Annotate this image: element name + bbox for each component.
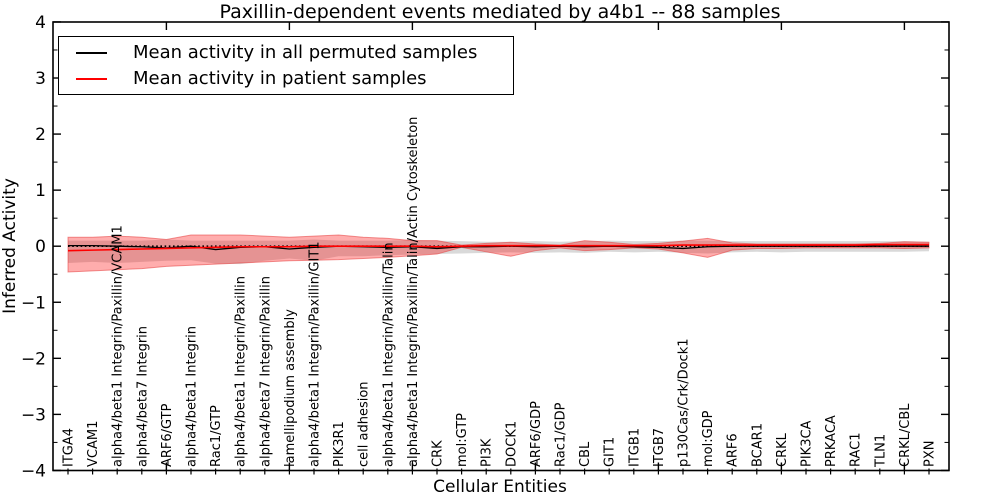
x-entity-label: PIK3R1 bbox=[332, 421, 347, 467]
x-entity-label: alpha4/beta7 Integrin/Paxillin bbox=[258, 276, 273, 467]
x-entity-label: PIK3CA bbox=[800, 420, 815, 467]
x-entity-label: Rac1/GDP bbox=[554, 402, 569, 467]
legend: Mean activity in all permuted samples Me… bbox=[58, 36, 514, 95]
x-entity-label: alpha4/beta1 Integrin/Paxillin/VCAM1 bbox=[111, 225, 126, 467]
x-entity-label: DOCK1 bbox=[504, 421, 519, 467]
x-entity-label: CBL bbox=[578, 441, 593, 467]
x-entity-label: mol:GTP bbox=[455, 413, 470, 467]
x-entity-label: CRK bbox=[431, 440, 446, 467]
y-tick-label: 3 bbox=[35, 69, 46, 89]
y-tick-label: −1 bbox=[21, 293, 46, 313]
y-tick-label: −4 bbox=[21, 461, 46, 481]
x-entity-label: PRKACA bbox=[824, 415, 839, 467]
x-entity-label: alpha4/beta1 Integrin/Paxillin/GIT1 bbox=[308, 241, 323, 467]
legend-entry-permuted: Mean activity in all permuted samples bbox=[59, 42, 513, 63]
legend-label: Mean activity in all permuted samples bbox=[133, 42, 478, 63]
x-entity-label: ARF6 bbox=[726, 433, 741, 467]
permuted-line-swatch bbox=[76, 51, 107, 54]
x-entity-label: p130Cas/Crk/Dock1 bbox=[677, 338, 692, 467]
y-tick-label: −2 bbox=[21, 349, 46, 369]
y-tick-label: 4 bbox=[35, 13, 46, 33]
x-axis-title: Cellular Entities bbox=[433, 477, 567, 497]
permuted-mean-line bbox=[68, 244, 929, 251]
x-entity-label: ITGB1 bbox=[627, 428, 642, 467]
x-entity-label: mol:GDP bbox=[701, 410, 716, 467]
legend-entry-patient: Mean activity in patient samples bbox=[59, 68, 513, 89]
x-entity-label: alpha4/beta7 Integrin bbox=[135, 326, 150, 467]
x-entity-label: PI3K bbox=[480, 438, 495, 467]
x-entity-label: alpha4/beta1 Integrin/Paxillin/Talin/Act… bbox=[406, 117, 421, 467]
x-entity-label: ARF6/GDP bbox=[529, 401, 544, 467]
x-entity-label: BCAR1 bbox=[750, 423, 765, 467]
x-entity-label: RAC1 bbox=[849, 432, 864, 467]
x-entity-label: CRKL bbox=[775, 432, 790, 467]
patient-band-area bbox=[67, 234, 930, 273]
x-entity-label: alpha4/beta1 Integrin bbox=[185, 326, 200, 467]
chart-title: Paxillin-dependent events mediated by a4… bbox=[219, 1, 781, 23]
x-entity-label: ARF6/GTP bbox=[160, 403, 175, 467]
x-entity-label: alpha4/beta1 Integrin/Paxillin bbox=[234, 276, 249, 467]
x-entity-label: cell adhesion bbox=[357, 381, 372, 467]
x-entity-label: PXN bbox=[923, 441, 938, 467]
x-entity-label: VCAM1 bbox=[86, 421, 101, 467]
y-axis-title: Inferred Activity bbox=[0, 178, 20, 314]
x-entity-label: ITGA4 bbox=[62, 428, 77, 467]
x-entity-label: TLN1 bbox=[873, 434, 888, 468]
y-tick-label: 2 bbox=[35, 125, 46, 145]
y-tick-label: 1 bbox=[35, 181, 46, 201]
x-entity-label: ITGB7 bbox=[652, 428, 667, 467]
x-entity-label: GIT1 bbox=[603, 437, 618, 467]
y-tick-label: −3 bbox=[21, 405, 46, 425]
legend-label: Mean activity in patient samples bbox=[133, 68, 427, 89]
x-entity-label: Rac1/GTP bbox=[209, 405, 224, 467]
y-tick-label: 0 bbox=[35, 237, 46, 257]
x-entity-label: CRKL/CBL bbox=[898, 403, 913, 467]
patient-mean-line bbox=[67, 243, 929, 252]
patient-line-swatch bbox=[76, 77, 107, 80]
x-entity-label: alpha4/beta1 Integrin/Paxillin/Talin bbox=[381, 242, 396, 467]
x-entity-label: lamellipodium assembly bbox=[283, 309, 298, 467]
